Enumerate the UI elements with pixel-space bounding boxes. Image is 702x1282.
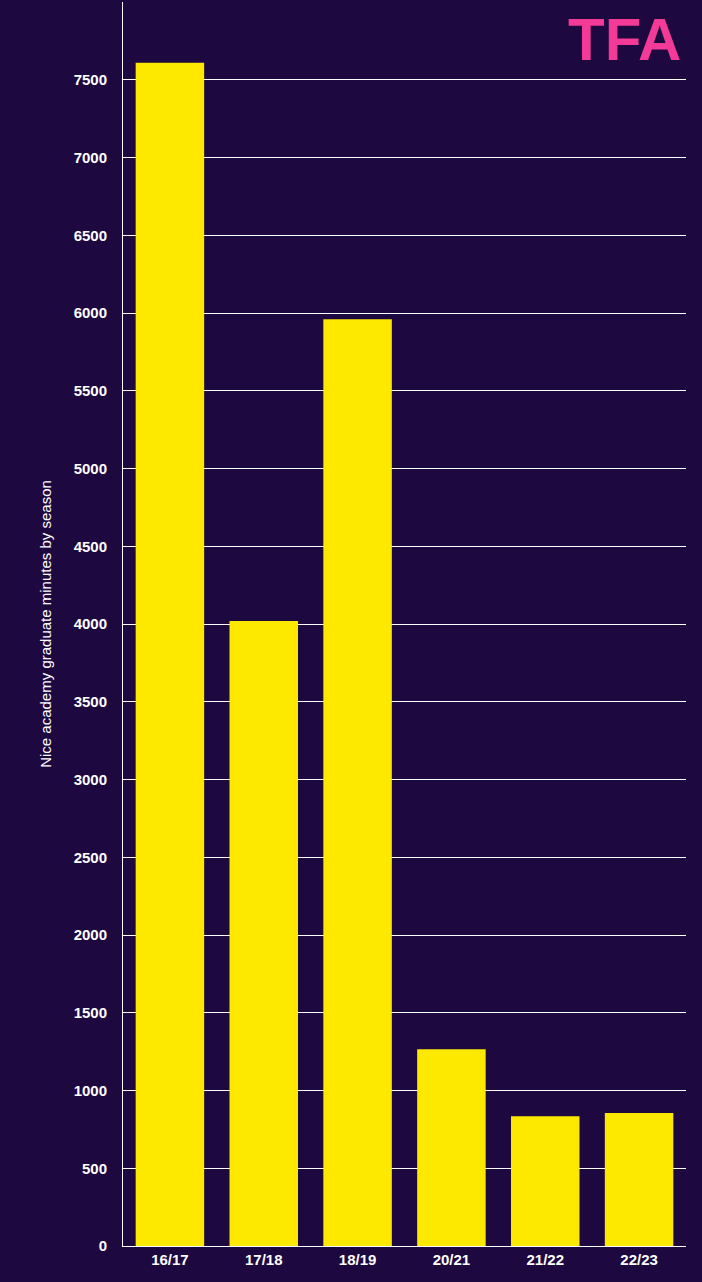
svg-text:7500: 7500 bbox=[74, 71, 107, 88]
svg-text:5000: 5000 bbox=[74, 460, 107, 477]
svg-text:0: 0 bbox=[99, 1237, 107, 1254]
svg-text:500: 500 bbox=[82, 1160, 107, 1177]
svg-text:6500: 6500 bbox=[74, 227, 107, 244]
svg-text:2500: 2500 bbox=[74, 849, 107, 866]
svg-text:3000: 3000 bbox=[74, 771, 107, 788]
svg-text:6000: 6000 bbox=[74, 304, 107, 321]
svg-text:Nice academy graduate minutes: Nice academy graduate minutes by season bbox=[37, 480, 54, 768]
svg-text:4500: 4500 bbox=[74, 538, 107, 555]
svg-text:16/17: 16/17 bbox=[151, 1251, 189, 1268]
svg-text:5500: 5500 bbox=[74, 382, 107, 399]
svg-text:1000: 1000 bbox=[74, 1082, 107, 1099]
svg-text:TFA: TFA bbox=[568, 6, 681, 73]
svg-text:3500: 3500 bbox=[74, 693, 107, 710]
svg-text:2000: 2000 bbox=[74, 926, 107, 943]
svg-text:18/19: 18/19 bbox=[339, 1251, 377, 1268]
svg-text:22/23: 22/23 bbox=[620, 1251, 658, 1268]
svg-text:17/18: 17/18 bbox=[245, 1251, 283, 1268]
svg-text:1500: 1500 bbox=[74, 1004, 107, 1021]
svg-text:7000: 7000 bbox=[74, 149, 107, 166]
svg-text:4000: 4000 bbox=[74, 615, 107, 632]
svg-text:20/21: 20/21 bbox=[433, 1251, 471, 1268]
svg-text:21/22: 21/22 bbox=[526, 1251, 564, 1268]
